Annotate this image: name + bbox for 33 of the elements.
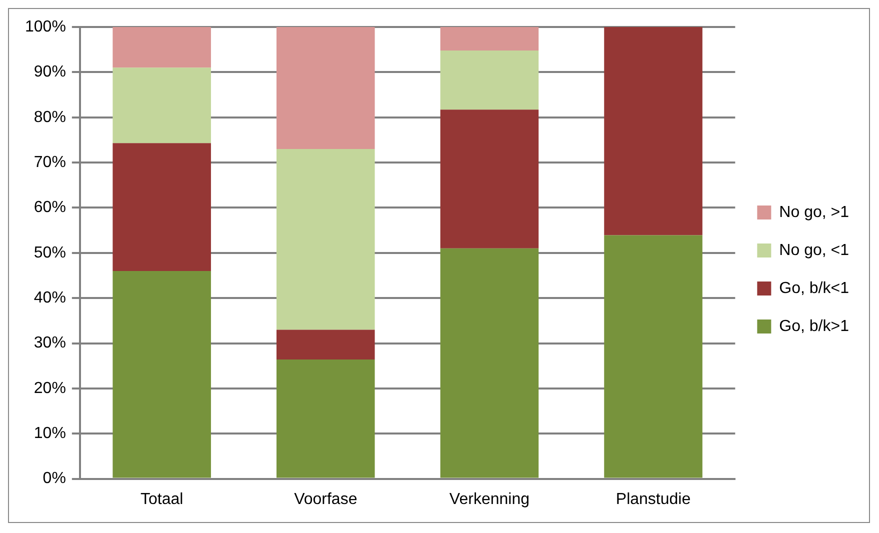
y-tick-label: 70% — [34, 154, 66, 171]
y-tick-label: 0% — [42, 470, 66, 488]
x-tick-label: Verkenning — [449, 490, 530, 508]
bar — [440, 110, 539, 248]
bar — [276, 27, 375, 149]
x-tick-label: Voorfase — [294, 490, 358, 508]
x-tick-label: Totaal — [140, 490, 184, 508]
legend-label: No go, >1 — [779, 204, 850, 221]
legend-label: No go, <1 — [779, 242, 850, 259]
legend-label: Go, b/k>1 — [779, 318, 850, 335]
y-tick-label: 20% — [34, 380, 66, 397]
bar — [440, 248, 539, 478]
y-tick-label: 80% — [34, 108, 66, 126]
bar — [112, 143, 211, 271]
x-tick-label: Planstudie — [616, 490, 691, 508]
y-tick-label: 90% — [34, 64, 66, 81]
bar — [112, 68, 211, 144]
y-tick-label: 60% — [34, 199, 66, 216]
bar — [112, 27, 211, 68]
y-tick-label: 10% — [34, 425, 66, 442]
bar — [276, 360, 375, 478]
bar — [604, 235, 702, 478]
bar — [112, 270, 211, 478]
bar — [276, 148, 375, 330]
y-tick-label: 100% — [25, 18, 66, 36]
legend-label: Go, b/k<1 — [779, 280, 850, 297]
y-tick-label: 40% — [34, 289, 66, 306]
y-tick-label: 30% — [34, 334, 66, 352]
bar — [604, 27, 702, 236]
y-tick-label: 50% — [34, 244, 66, 262]
bar — [440, 50, 539, 110]
bar — [276, 330, 375, 360]
bar — [440, 27, 539, 50]
